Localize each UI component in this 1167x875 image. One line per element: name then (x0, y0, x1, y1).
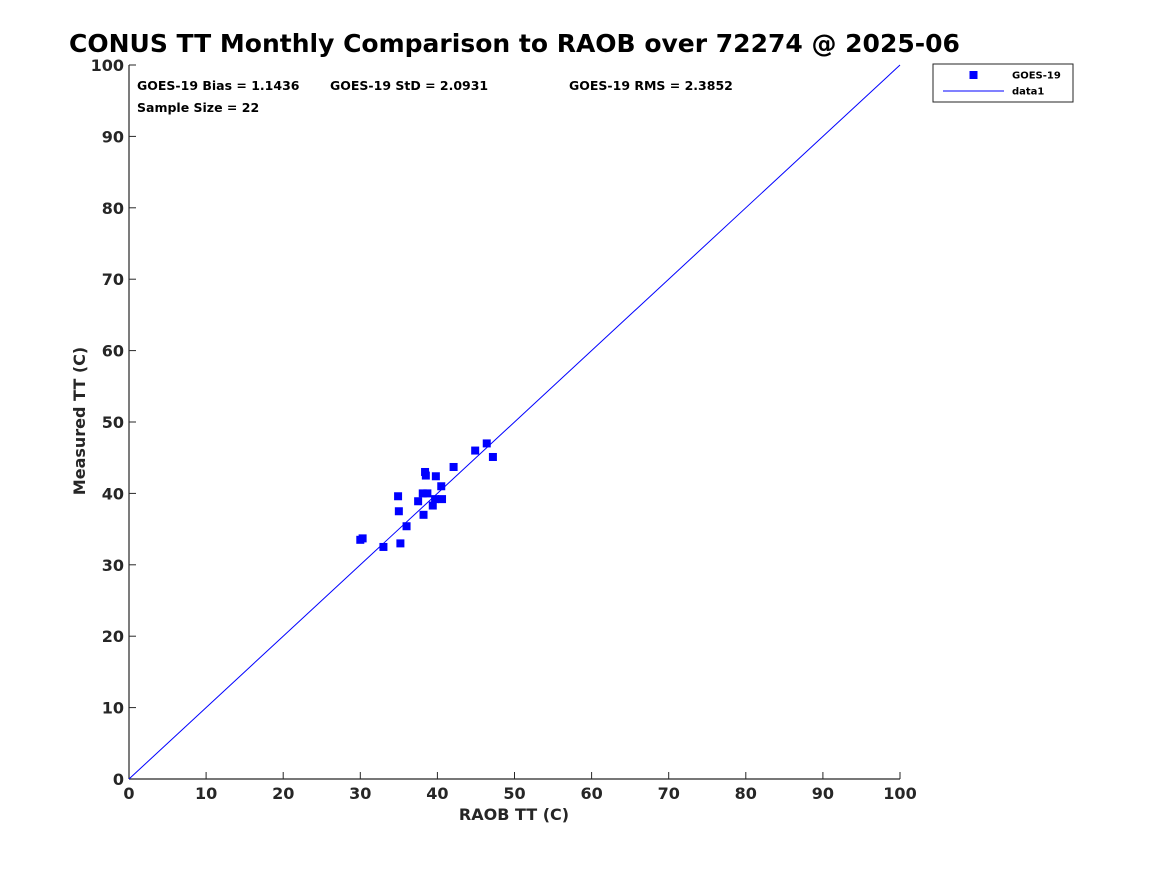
scatter-point (358, 534, 367, 543)
y-tick-label: 10 (102, 699, 124, 718)
x-tick-label: 50 (503, 784, 525, 803)
y-axis-label: Measured TT (C) (70, 347, 89, 495)
scatter-point (482, 439, 491, 448)
y-tick-label: 40 (102, 484, 124, 503)
y-tick-label: 90 (102, 127, 124, 146)
y-tick-label: 70 (102, 270, 124, 289)
sample-size-annotation: Sample Size = 22 (137, 100, 259, 115)
rms-annotation: GOES-19 RMS = 2.3852 (569, 78, 733, 93)
scatter-point (431, 495, 440, 504)
x-tick-label: 90 (812, 784, 834, 803)
scatter-point (394, 507, 403, 516)
x-tick-label: 0 (123, 784, 134, 803)
scatter-point (414, 497, 423, 506)
x-tick-label: 30 (349, 784, 371, 803)
scatter-point (488, 452, 497, 461)
x-tick-label: 40 (426, 784, 448, 803)
scatter-point (449, 462, 458, 471)
y-tick-label: 20 (102, 627, 124, 646)
legend-label-data1: data1 (1012, 87, 1044, 98)
std-annotation: GOES-19 StD = 2.0931 (330, 78, 488, 93)
series-line-data1 (128, 64, 901, 780)
scatter-point (402, 522, 411, 531)
x-tick-label: 60 (580, 784, 602, 803)
bias-annotation: GOES-19 Bias = 1.1436 (137, 78, 300, 93)
plot-area (128, 64, 901, 780)
y-tick-label: 50 (102, 413, 124, 432)
scatter-point (438, 495, 447, 504)
x-tick-label: 70 (658, 784, 680, 803)
y-tick-label: 100 (91, 56, 124, 75)
scatter-point (418, 489, 427, 498)
x-tick-label: 10 (195, 784, 217, 803)
scatter-point (471, 446, 480, 455)
scatter-point (394, 492, 403, 501)
legend-box (932, 63, 1074, 103)
y-tick-label: 60 (102, 342, 124, 361)
x-axis: 0 10 20 30 40 50 60 70 80 90 100 (123, 772, 917, 803)
scatter-point (428, 501, 437, 510)
y-tick-label: 0 (113, 770, 124, 789)
scatter-point (396, 539, 405, 548)
legend-marker-goes19 (969, 71, 978, 79)
scatter-point (419, 510, 428, 519)
y-axis: 0 10 20 30 40 50 60 70 80 90 100 (91, 56, 136, 789)
x-tick-label: 80 (735, 784, 757, 803)
scatter-point (423, 489, 432, 498)
x-tick-label: 100 (883, 784, 916, 803)
x-axis-label: RAOB TT (C) (459, 805, 569, 824)
legend-label-goes19: GOES-19 (1012, 71, 1061, 82)
scatter-point (379, 542, 388, 551)
y-tick-label: 30 (102, 556, 124, 575)
scatter-point (437, 482, 446, 491)
chart-title: CONUS TT Monthly Comparison to RAOB over… (69, 29, 960, 58)
scatter-point (431, 472, 440, 481)
y-tick-label: 80 (102, 199, 124, 218)
legend: GOES-19 data1 (932, 63, 1074, 103)
scatter-point (421, 471, 430, 480)
x-tick-label: 20 (272, 784, 294, 803)
